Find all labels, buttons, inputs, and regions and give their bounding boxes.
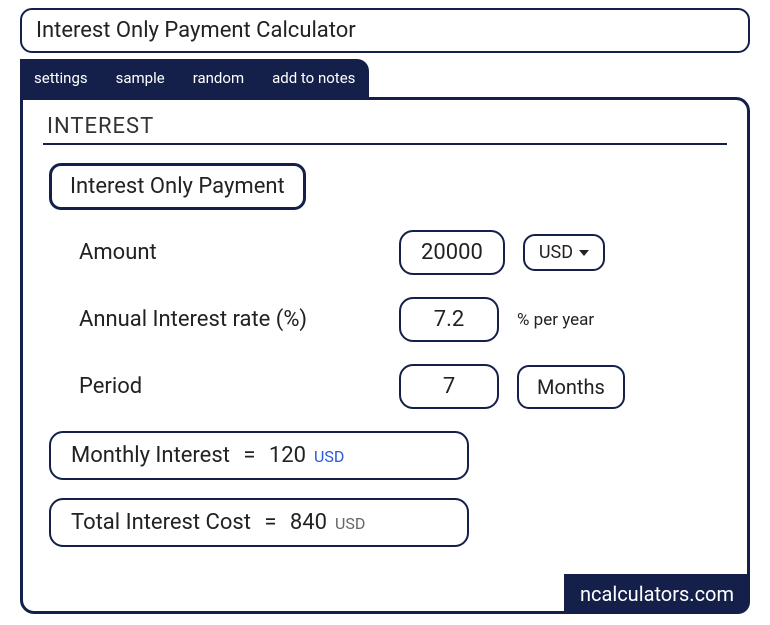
result-monthly: Monthly Interest = 120 USD xyxy=(49,431,469,480)
amount-label: Amount xyxy=(79,240,399,265)
tab-sample[interactable]: sample xyxy=(102,59,179,97)
rate-label: Annual Interest rate (%) xyxy=(79,307,399,332)
chevron-down-icon xyxy=(579,250,589,256)
period-input[interactable]: 7 xyxy=(399,364,499,409)
result-total: Total Interest Cost = 840 USD xyxy=(49,498,469,547)
subtitle-pill: Interest Only Payment xyxy=(49,163,306,210)
tab-random[interactable]: random xyxy=(179,59,258,97)
amount-input[interactable]: 20000 xyxy=(399,230,505,275)
tab-add-to-notes[interactable]: add to notes xyxy=(258,59,369,97)
rate-unit: % per year xyxy=(517,310,594,330)
tab-settings[interactable]: settings xyxy=(20,59,102,97)
period-unit-select[interactable]: Months xyxy=(517,365,625,409)
equals-sign: = xyxy=(238,443,261,468)
row-amount: Amount 20000 USD xyxy=(79,230,727,275)
page-title: Interest Only Payment Calculator xyxy=(20,8,750,53)
result-monthly-value: 120 xyxy=(269,443,306,468)
section-heading: INTEREST xyxy=(43,114,727,145)
brand-badge[interactable]: ncalculators.com xyxy=(564,574,750,614)
row-rate: Annual Interest rate (%) 7.2 % per year xyxy=(79,297,727,342)
equals-sign: = xyxy=(259,510,282,535)
result-monthly-currency: USD xyxy=(314,447,344,466)
tab-bar: settings sample random add to notes xyxy=(20,59,369,97)
result-monthly-label: Monthly Interest xyxy=(71,443,230,468)
result-total-label: Total Interest Cost xyxy=(71,510,251,535)
currency-select[interactable]: USD xyxy=(523,234,605,271)
row-period: Period 7 Months xyxy=(79,364,727,409)
result-total-value: 840 xyxy=(290,510,327,535)
rate-input[interactable]: 7.2 xyxy=(399,297,499,342)
period-label: Period xyxy=(79,374,399,399)
calculator-panel: INTEREST Interest Only Payment Amount 20… xyxy=(20,97,750,614)
currency-value: USD xyxy=(539,242,573,263)
result-total-currency: USD xyxy=(335,514,365,533)
